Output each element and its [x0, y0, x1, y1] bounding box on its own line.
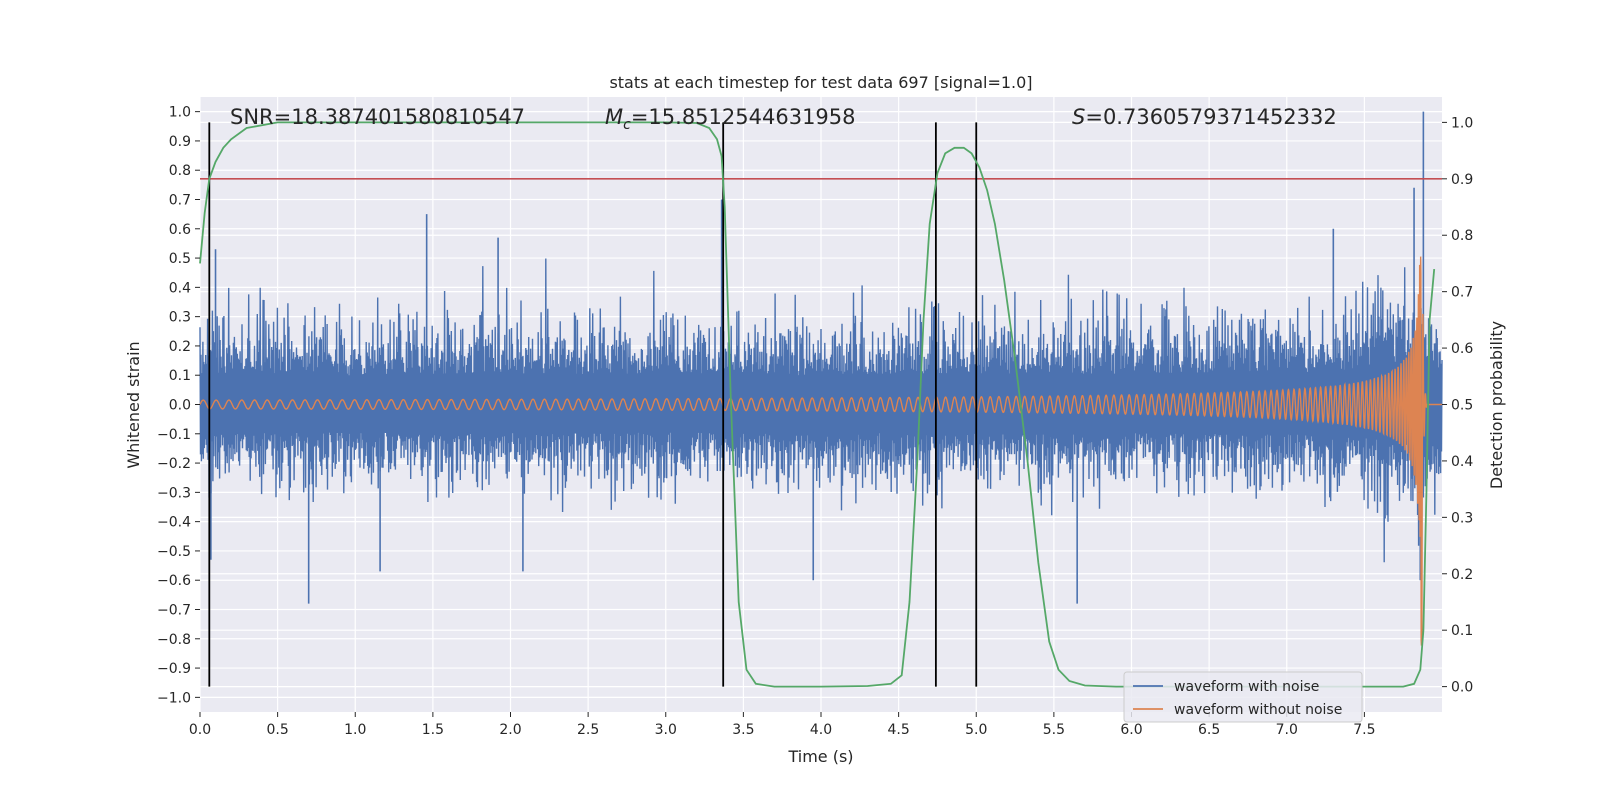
y2-tick-label: 0.4: [1451, 454, 1473, 470]
mc-symbol: M: [605, 105, 623, 129]
x-tick-label: 0.0: [189, 722, 211, 738]
y-tick-label: −0.1: [157, 427, 191, 443]
s-value: =0.7360579371452332: [1085, 105, 1336, 129]
y-tick-label: 0.5: [169, 251, 191, 267]
waveform-with-noise-line: [199, 258, 1443, 563]
x-tick-label: 5.0: [965, 722, 987, 738]
y-tick-label: −0.2: [157, 456, 191, 472]
x-tick-label: 3.0: [655, 722, 677, 738]
y2-tick-label: 0.3: [1451, 510, 1473, 526]
y2-tick-label: 0.1: [1451, 623, 1473, 639]
x-tick-label: 6.5: [1198, 722, 1220, 738]
axes: 0.0 0.5 1.0 1.5 2.0 2.5 3.0 3.5 4.0 4.5 5.0 5.5 6.0 6…: [157, 105, 1473, 738]
y-tick-label: 0.9: [169, 134, 191, 150]
y2-tick-label: 0.7: [1451, 285, 1473, 301]
x-tick-label: 2.0: [499, 722, 521, 738]
y-tick-label: −0.3: [157, 485, 191, 501]
y-tick-label: 0.1: [169, 368, 191, 384]
legend-label-noise: waveform with noise: [1174, 679, 1319, 695]
x-tick-label: 4.0: [810, 722, 832, 738]
y-tick-label: 1.0: [169, 105, 191, 121]
snr-annotation: SNR=18.387401580810547: [230, 105, 525, 129]
mc-subscript: c: [623, 117, 631, 133]
y2-tick-label: 0.9: [1451, 172, 1473, 188]
y-tick-label: −0.6: [157, 573, 191, 589]
y2-tick-label: 0.6: [1451, 341, 1473, 357]
x-tick-label: 0.5: [266, 722, 288, 738]
x-tick-label: 7.5: [1353, 722, 1375, 738]
y-tick-label: −0.7: [157, 603, 191, 619]
s-annotation: S=0.7360579371452332: [1072, 105, 1337, 129]
y-tick-label: 0.7: [169, 193, 191, 209]
x-tick-label: 6.0: [1120, 722, 1142, 738]
y-tick-label: 0.6: [169, 222, 191, 238]
x-tick-label: 3.5: [732, 722, 754, 738]
x-tick-label: 1.0: [344, 722, 366, 738]
y-tick-label: −1.0: [157, 690, 191, 706]
y2-tick-label: 0.2: [1451, 567, 1473, 583]
y-tick-label: −0.8: [157, 632, 191, 648]
s-symbol: S: [1072, 105, 1085, 129]
y-axis-label: Whitened strain: [124, 341, 143, 468]
y-tick-label: −0.4: [157, 515, 191, 531]
x-tick-label: 4.5: [887, 722, 909, 738]
x-axis-label: Time (s): [787, 747, 853, 766]
legend-label-clean: waveform without noise: [1174, 702, 1342, 718]
y-tick-label: 0.2: [169, 339, 191, 355]
legend-box: [1123, 671, 1363, 723]
y-tick-label: 0.8: [169, 163, 191, 179]
x-tick-label: 2.5: [577, 722, 599, 738]
y-tick-label: −0.5: [157, 544, 191, 560]
y2-tick-label: 0.5: [1451, 398, 1473, 414]
x-tick-label: 1.5: [422, 722, 444, 738]
y-tick-label: 0.3: [169, 310, 191, 326]
y2-tick-label: 0.0: [1451, 680, 1473, 696]
y2-axis-label: Detection probability: [1487, 321, 1506, 489]
waveform-without-noise-line: [199, 256, 1442, 646]
y-tick-label: 0.4: [169, 280, 191, 296]
x-tick-label: 5.5: [1043, 722, 1065, 738]
y-tick-label: −0.9: [157, 661, 191, 677]
mc-value: =15.8512544631958: [631, 105, 856, 129]
y-tick-label: 0.0: [169, 398, 191, 414]
legend: waveform with noise waveform without noi…: [1123, 671, 1363, 723]
x-tick-label: 7.0: [1276, 722, 1298, 738]
chirp-mass-annotation: Mc=15.8512544631958: [605, 105, 856, 133]
chart-title: stats at each timestep for test data 697…: [609, 73, 1032, 92]
y2-tick-label: 1.0: [1451, 115, 1473, 131]
y2-tick-label: 0.8: [1451, 228, 1473, 244]
